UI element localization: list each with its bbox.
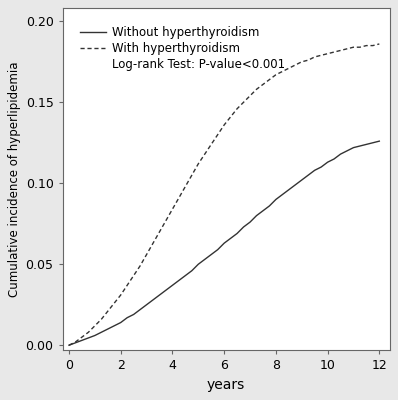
Y-axis label: Cumulative incidence of hyperlipidemia: Cumulative incidence of hyperlipidemia (8, 62, 21, 297)
Legend: Without hyperthyroidism, With hyperthyroidism, Log-rank Test: P-value<0.001: Without hyperthyroidism, With hyperthyro… (75, 21, 289, 76)
X-axis label: years: years (207, 378, 245, 392)
